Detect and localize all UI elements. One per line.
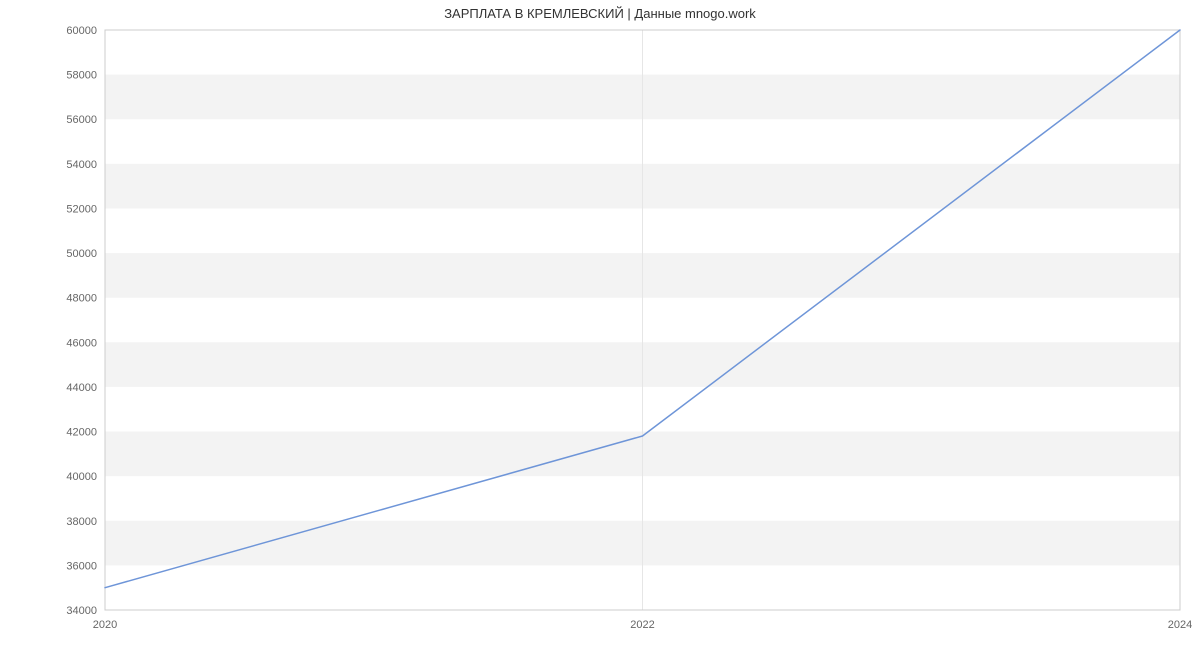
y-tick-label: 56000 (66, 114, 97, 126)
y-tick-label: 52000 (66, 203, 97, 215)
x-tick-label: 2024 (1168, 619, 1192, 631)
salary-line-chart: ЗАРПЛАТА В КРЕМЛЕВСКИЙ | Данные mnogo.wo… (0, 0, 1200, 650)
chart-title: ЗАРПЛАТА В КРЕМЛЕВСКИЙ | Данные mnogo.wo… (0, 6, 1200, 21)
y-tick-label: 34000 (66, 605, 97, 617)
y-tick-label: 50000 (66, 248, 97, 260)
y-tick-label: 46000 (66, 337, 97, 349)
y-tick-label: 44000 (66, 382, 97, 394)
y-tick-label: 60000 (66, 25, 97, 37)
y-tick-label: 48000 (66, 293, 97, 305)
y-tick-label: 38000 (66, 516, 97, 528)
x-tick-label: 2022 (630, 619, 654, 631)
y-tick-label: 40000 (66, 471, 97, 483)
y-tick-label: 54000 (66, 159, 97, 171)
x-tick-label: 2020 (93, 619, 117, 631)
y-tick-label: 58000 (66, 70, 97, 82)
y-tick-label: 36000 (66, 560, 97, 572)
y-tick-label: 42000 (66, 427, 97, 439)
chart-svg: 34000 36000 38000 40000 42000 44000 46000 48000… (0, 0, 1200, 650)
